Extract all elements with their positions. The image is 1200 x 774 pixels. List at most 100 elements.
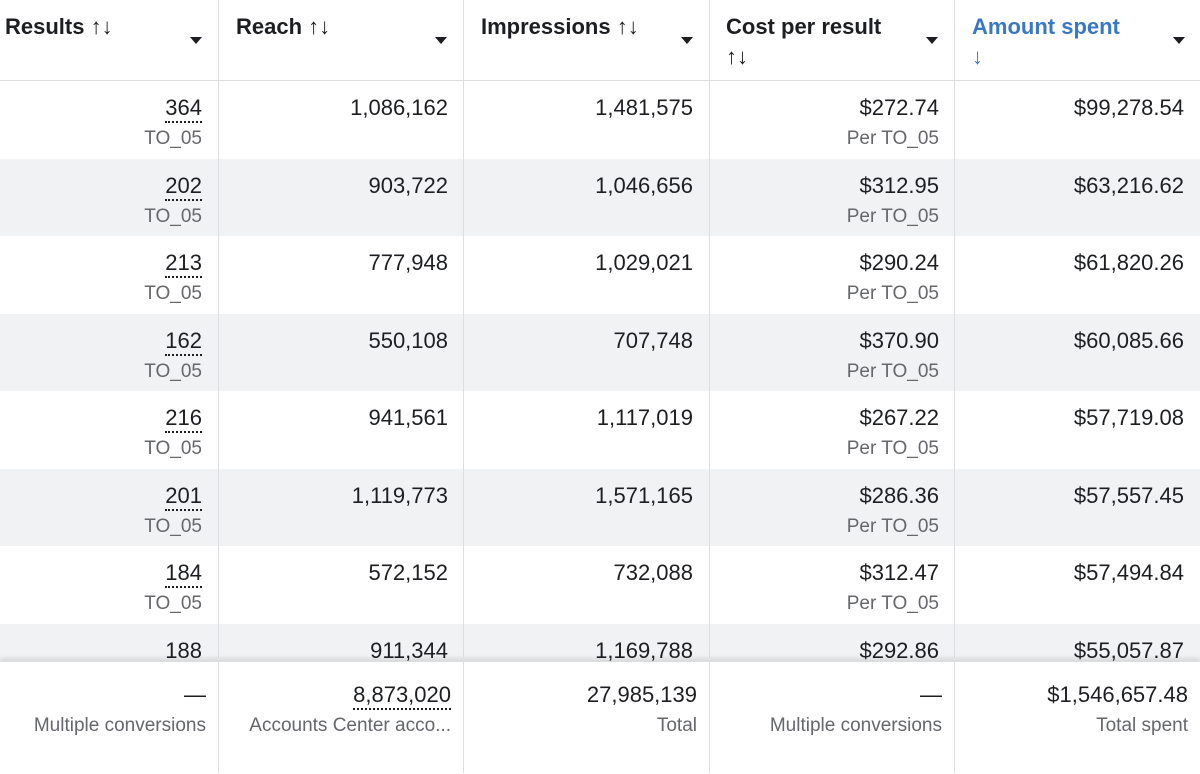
cell-value: 1,046,656 [595, 172, 693, 198]
cell-subtext: TO_05 [144, 438, 202, 459]
cell-subtext: Per TO_05 [846, 593, 939, 614]
column-header-label: Reach ↑↓ [236, 14, 331, 39]
results-link[interactable]: 364 [165, 95, 202, 123]
chevron-down-icon[interactable] [190, 37, 202, 44]
cell-value: 777,948 [368, 250, 448, 275]
cell-results: 216 TO_05 [0, 391, 202, 468]
footer-value: 27,985,139 [586, 682, 697, 707]
cell-cost-per-result: $290.24 Per TO_05 [710, 236, 939, 313]
cell-subtext: TO_05 [144, 515, 202, 537]
cell-value: $57,557.45 [1073, 482, 1184, 508]
table-row[interactable]: 162 TO_05 550,108 707,748 $370.90 Per TO_05 $6… [0, 313, 1200, 391]
cell-cost-per-result: $312.95 Per TO_05 [710, 159, 939, 236]
footer-value: — [920, 682, 942, 707]
column-header-amount-spent[interactable]: Amount spent ↓ [955, 0, 1200, 80]
cell-impressions: 707,748 [464, 314, 693, 391]
cell-value: 707,748 [613, 327, 693, 353]
cell-value: 903,722 [368, 172, 448, 198]
cell-results: 364 TO_05 [0, 81, 202, 158]
cell-value: 941,561 [368, 405, 448, 430]
cell-amount-spent: $57,494.84 [955, 546, 1184, 623]
cell-value: $290.24 [859, 250, 939, 275]
column-header-label: Amount spent ↓ [972, 12, 1120, 72]
cell-reach: 777,948 [219, 236, 448, 313]
cell-impressions: 1,169,788 [464, 624, 693, 662]
chevron-down-icon[interactable] [926, 37, 938, 44]
footer-subtext: Total spent [1096, 715, 1188, 736]
results-link[interactable]: 202 [165, 173, 202, 201]
cell-value: $312.47 [859, 560, 939, 585]
cell-value: $63,216.62 [1073, 172, 1184, 198]
footer-reach: 8,873,020 Accounts Center acco... [219, 662, 451, 774]
table-row[interactable]: 364 TO_05 1,086,162 1,481,575 $272.74 Per TO_… [0, 81, 1200, 158]
cell-value: 1,481,575 [595, 95, 693, 120]
results-link[interactable]: 213 [165, 250, 202, 278]
cell-value: $60,085.66 [1073, 327, 1184, 353]
table-row[interactable]: 216 TO_05 941,561 1,117,019 $267.22 Per TO_05… [0, 391, 1200, 468]
table-row[interactable]: 184 TO_05 572,152 732,088 $312.47 Per TO_05 $5… [0, 546, 1200, 623]
chevron-down-icon[interactable] [681, 37, 693, 44]
cell-impressions: 1,571,165 [464, 469, 693, 546]
cell-impressions: 1,481,575 [464, 81, 693, 158]
cell-amount-spent: $99,278.54 [955, 81, 1184, 158]
column-header-label: Cost per result ↑↓ [726, 12, 881, 72]
table-row[interactable]: 188 911,344 1,169,788 $292.86 $55,057.87 [0, 623, 1200, 662]
cell-subtext: Per TO_05 [846, 283, 939, 304]
cell-reach: 572,152 [219, 546, 448, 623]
cell-subtext: Per TO_05 [846, 360, 939, 382]
cell-value: 1,571,165 [595, 482, 693, 508]
cell-reach: 911,344 [219, 624, 448, 662]
cell-value: $57,494.84 [1073, 560, 1184, 585]
results-link[interactable]: 216 [165, 405, 202, 433]
cell-value: 1,117,019 [596, 405, 693, 430]
cell-cost-per-result: $370.90 Per TO_05 [710, 314, 939, 391]
table-footer-totals: — Multiple conversions 8,873,020 Account… [0, 661, 1200, 774]
cell-cost-per-result: $272.74 Per TO_05 [710, 81, 939, 158]
footer-subtext: Multiple conversions [769, 715, 942, 736]
cell-subtext: Per TO_05 [846, 205, 939, 227]
column-header-reach[interactable]: Reach ↑↓ [219, 0, 463, 80]
column-divider [709, 0, 710, 773]
cell-results: 213 TO_05 [0, 236, 202, 313]
cell-amount-spent: $60,085.66 [955, 314, 1184, 391]
chevron-down-icon[interactable] [1173, 37, 1185, 44]
cell-value: 1,029,021 [595, 250, 693, 275]
cell-subtext: TO_05 [144, 360, 202, 382]
results-link[interactable]: 162 [165, 328, 202, 356]
cell-value: $61,820.26 [1073, 250, 1184, 275]
column-header-cost-per-result[interactable]: Cost per result ↑↓ [710, 0, 954, 80]
cell-amount-spent: $57,557.45 [955, 469, 1184, 546]
cell-results: 188 [0, 624, 202, 662]
column-header-label-line1: Amount spent [972, 14, 1120, 39]
table-body[interactable]: 364 TO_05 1,086,162 1,481,575 $272.74 Per TO_… [0, 81, 1200, 661]
cell-value: $272.74 [859, 95, 939, 120]
footer-amount-spent: $1,546,657.48 Total spent [955, 662, 1188, 774]
cell-subtext: TO_05 [144, 283, 202, 304]
cell-value: $55,057.87 [1073, 637, 1184, 662]
table-row[interactable]: 202 TO_05 903,722 1,046,656 $312.95 Per TO_05… [0, 158, 1200, 236]
cell-value: $292.86 [859, 637, 939, 662]
cell-cost-per-result: $312.47 Per TO_05 [710, 546, 939, 623]
column-divider [463, 0, 464, 773]
cell-value: 911,344 [370, 637, 448, 662]
table-row[interactable]: 213 TO_05 777,948 1,029,021 $290.24 Per TO_05… [0, 236, 1200, 313]
footer-value[interactable]: 8,873,020 [353, 682, 451, 710]
cell-subtext: TO_05 [144, 205, 202, 227]
cell-impressions: 1,046,656 [464, 159, 693, 236]
cell-value: 572,152 [368, 560, 448, 585]
results-link[interactable]: 184 [165, 560, 202, 588]
cell-value: 550,108 [368, 327, 448, 353]
results-link[interactable]: 201 [165, 483, 202, 511]
results-link[interactable]: 188 [165, 638, 202, 662]
cell-value: $370.90 [859, 327, 939, 353]
chevron-down-icon[interactable] [435, 37, 447, 44]
column-header-impressions[interactable]: Impressions ↑↓ [464, 0, 709, 80]
cell-amount-spent: $57,719.08 [955, 391, 1184, 468]
column-header-results[interactable]: Results ↑↓ [0, 0, 218, 80]
footer-subtext: Total [656, 715, 697, 736]
cell-cost-per-result: $267.22 Per TO_05 [710, 391, 939, 468]
footer-subtext: Accounts Center acco... [249, 715, 451, 736]
cell-value: $57,719.08 [1073, 405, 1184, 430]
table-row[interactable]: 201 TO_05 1,119,773 1,571,165 $286.36 Per TO_… [0, 468, 1200, 546]
cell-reach: 1,086,162 [219, 81, 448, 158]
